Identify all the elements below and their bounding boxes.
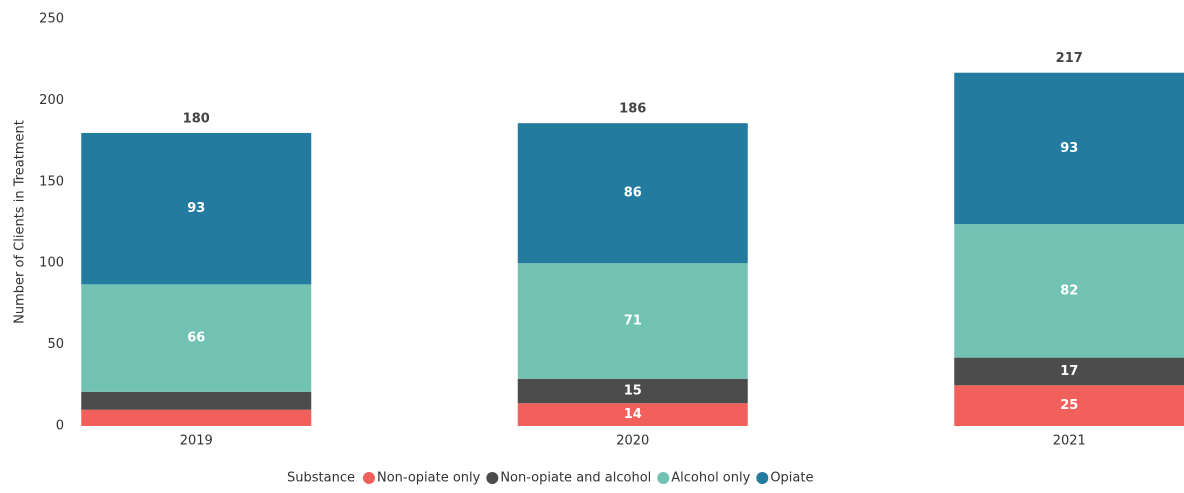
data-label: 66 (187, 331, 205, 346)
bar-segment (517, 263, 748, 379)
total-label: 186 (619, 102, 646, 117)
bar-segment (517, 123, 748, 264)
total-label: 180 (183, 111, 210, 126)
data-label: 82 (1060, 283, 1078, 298)
data-label: 86 (624, 186, 642, 201)
data-label: 25 (1060, 398, 1078, 413)
data-label: 17 (1060, 364, 1078, 379)
bar-segment (517, 378, 748, 404)
data-label: 93 (1060, 141, 1078, 156)
legend: Substance Non-opiate only Non-opiate and a… (287, 471, 813, 486)
data-label: 14 (624, 407, 642, 422)
bar-segment (81, 132, 312, 285)
y-tick-label: 200 (39, 93, 64, 108)
data-label: 71 (624, 313, 642, 328)
legend-title: Substance (287, 471, 355, 486)
bar-segment (81, 391, 312, 410)
x-tick-label: 2020 (616, 434, 649, 449)
bar-segment (954, 224, 1184, 358)
y-tick-label: 150 (39, 174, 64, 189)
x-tick-label: 2021 (1053, 434, 1086, 449)
legend-label: Non-opiate only (377, 471, 481, 486)
y-tick-label: 50 (47, 337, 64, 352)
legend-swatch (657, 472, 670, 484)
bar-segment (517, 403, 748, 426)
bar-segment (81, 284, 312, 392)
y-tick-label: 250 (39, 12, 64, 27)
data-label: 93 (187, 201, 205, 216)
bar-segment (81, 409, 312, 426)
y-tick-label: 0 (56, 419, 64, 434)
legend-swatch (756, 472, 769, 484)
legend-label: Alcohol only (671, 471, 750, 486)
bar-segment (954, 357, 1184, 386)
bar-segment (954, 385, 1184, 426)
legend-label: Non-opiate and alcohol (500, 471, 651, 486)
total-label: 217 (1056, 51, 1083, 66)
legend-label: Opiate (770, 471, 813, 486)
legend-swatch (362, 472, 375, 484)
y-tick-label: 100 (39, 256, 64, 271)
x-tick-label: 2019 (180, 434, 213, 449)
data-label: 15 (624, 383, 642, 398)
y-axis-label: Number of Clients in Treatment (13, 120, 28, 324)
bar-segment (954, 72, 1184, 225)
legend-swatch (486, 472, 499, 484)
